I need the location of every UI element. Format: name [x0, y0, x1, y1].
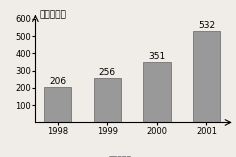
- Text: 数关储蓄所: 数关储蓄所: [109, 156, 132, 157]
- Text: 351: 351: [148, 52, 166, 61]
- Text: 206: 206: [49, 77, 66, 86]
- Text: 单位：万人: 单位：万人: [39, 10, 66, 19]
- Text: 532: 532: [198, 21, 215, 30]
- Bar: [193, 31, 220, 122]
- Bar: [44, 87, 72, 122]
- Bar: [143, 62, 171, 122]
- Bar: [94, 78, 121, 122]
- Text: 256: 256: [99, 68, 116, 77]
